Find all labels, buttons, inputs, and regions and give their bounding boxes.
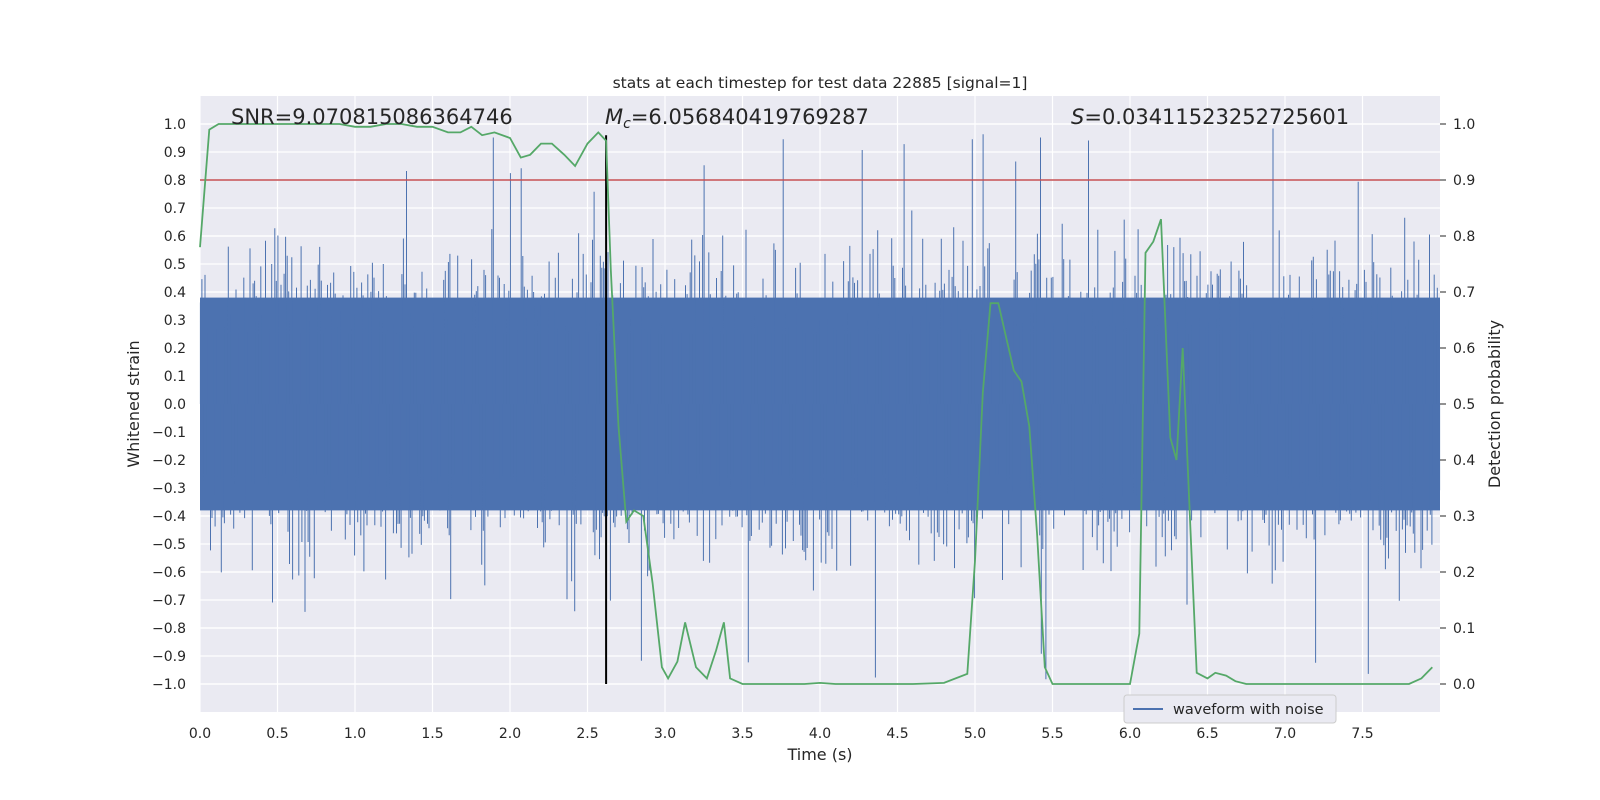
snr-annotation: SNR=9.070815086364746	[231, 105, 513, 129]
y-tick-label: 0.1	[164, 369, 186, 385]
legend: waveform with noise	[1123, 694, 1337, 724]
x-axis-ticks: 0.0 0.5 1.0 1.5 2.0 2.5 3.0 3.5 4.0 4.5 5.0 5.5 6.0 6…	[189, 726, 1374, 742]
x-axis-label: Time (s)	[786, 745, 852, 764]
chirp-mass-annotation: Mc=6.056840419769287	[605, 105, 869, 132]
y-tick-label: 0.9	[164, 145, 186, 161]
x-tick-label: 4.5	[886, 726, 908, 742]
y-tick-label: 0.2	[164, 341, 186, 357]
y2-tick-label: 0.3	[1453, 509, 1475, 525]
y2-tick-label: 0.0	[1453, 677, 1475, 693]
x-tick-label: 1.5	[421, 726, 443, 742]
y-tick-label: −0.9	[152, 649, 186, 665]
x-tick-label: 6.0	[1119, 726, 1141, 742]
x-tick-label: 2.5	[576, 726, 598, 742]
x-tick-label: 3.0	[654, 726, 676, 742]
y2-tick-label: 0.4	[1453, 453, 1475, 469]
y-tick-label: −0.3	[152, 481, 186, 497]
y2-tick-label: 0.6	[1453, 341, 1475, 357]
y2-tick-label: 0.8	[1453, 229, 1475, 245]
y-tick-label: 0.7	[164, 201, 186, 217]
y-tick-label: 0.3	[164, 313, 186, 329]
y-tick-label: −0.7	[152, 593, 186, 609]
y2-tick-label: 1.0	[1453, 117, 1475, 133]
y-tick-label: 0.0	[164, 397, 186, 413]
y2-tick-label: 0.9	[1453, 173, 1475, 189]
y-tick-label: −0.2	[152, 453, 186, 469]
x-tick-label: 7.0	[1274, 726, 1296, 742]
x-tick-label: 1.0	[344, 726, 366, 742]
x-tick-label: 5.5	[1041, 726, 1063, 742]
y2-axis-ticks: 0.0 0.1 0.2 0.3 0.4 0.5 0.6 0.7 0.8 0.9 1.0	[1440, 117, 1475, 693]
y-tick-label: 0.5	[164, 257, 186, 273]
x-tick-label: 0.5	[266, 726, 288, 742]
x-tick-label: 3.5	[731, 726, 753, 742]
s-annotation: S=0.03411523252725601	[1071, 105, 1349, 129]
x-tick-label: 0.0	[189, 726, 211, 742]
x-tick-label: 7.5	[1351, 726, 1373, 742]
y-tick-label: −0.4	[152, 509, 186, 525]
y-tick-label: 0.8	[164, 173, 186, 189]
chart-title: stats at each timestep for test data 228…	[613, 74, 1028, 92]
y-tick-label: 0.6	[164, 229, 186, 245]
y2-tick-label: 0.5	[1453, 397, 1475, 413]
y2-tick-label: 0.2	[1453, 565, 1475, 581]
x-tick-label: 2.0	[499, 726, 521, 742]
y-axis-label: Whitened strain	[124, 340, 143, 467]
y-tick-label: −0.8	[152, 621, 186, 637]
legend-label: waveform with noise	[1173, 702, 1324, 718]
waveform-series	[199, 128, 1441, 680]
waveform-trace	[199, 128, 1441, 680]
x-tick-label: 4.0	[809, 726, 831, 742]
y-axis-ticks: −1.0 −0.9 −0.8 −0.7 −0.6 −0.5 −0.4 −0.3 −0.2 −0.1…	[152, 117, 186, 693]
y-tick-label: −0.1	[152, 425, 186, 441]
y2-tick-label: 0.7	[1453, 285, 1475, 301]
y-tick-label: −0.5	[152, 537, 186, 553]
x-tick-label: 5.0	[964, 726, 986, 742]
x-tick-label: 6.5	[1196, 726, 1218, 742]
legend-box	[1123, 694, 1337, 724]
detection-probability-line	[199, 123, 1433, 685]
y-tick-label: 0.4	[164, 285, 186, 301]
y2-tick-label: 0.1	[1453, 621, 1475, 637]
y-tick-label: −0.6	[152, 565, 186, 581]
y-tick-label: 1.0	[164, 117, 186, 133]
y2-axis-label: Detection probability	[1485, 320, 1504, 488]
y-tick-label: −1.0	[152, 677, 186, 693]
